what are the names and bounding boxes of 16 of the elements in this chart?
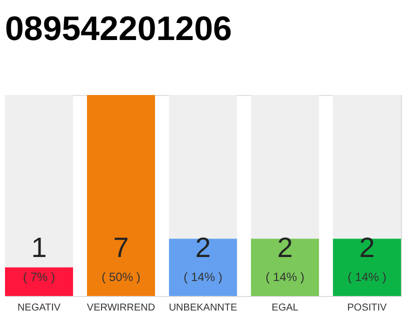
chart-title: 089542201206 — [5, 10, 232, 48]
annotation: ( 14% ) — [184, 270, 222, 284]
x-tick-label: POSITIV — [347, 302, 388, 314]
annotation: ( 14% ) — [266, 270, 304, 284]
annotation: ( 50% ) — [102, 270, 140, 284]
x-tick-label: NEGATIV — [17, 302, 61, 314]
annotation: ( 14% ) — [348, 270, 386, 284]
data-label: 2 — [277, 232, 293, 263]
data-label: 2 — [359, 232, 375, 263]
x-tick-label: UNBEKANNTE — [168, 302, 238, 314]
x-tick-label: VERWIRREND — [86, 302, 156, 314]
data-label: 2 — [195, 232, 211, 263]
annotation: ( 7% ) — [23, 270, 56, 284]
data-label: 7 — [113, 232, 129, 263]
data-label: 1 — [31, 232, 47, 263]
x-tick-label: EGAL — [272, 302, 299, 314]
